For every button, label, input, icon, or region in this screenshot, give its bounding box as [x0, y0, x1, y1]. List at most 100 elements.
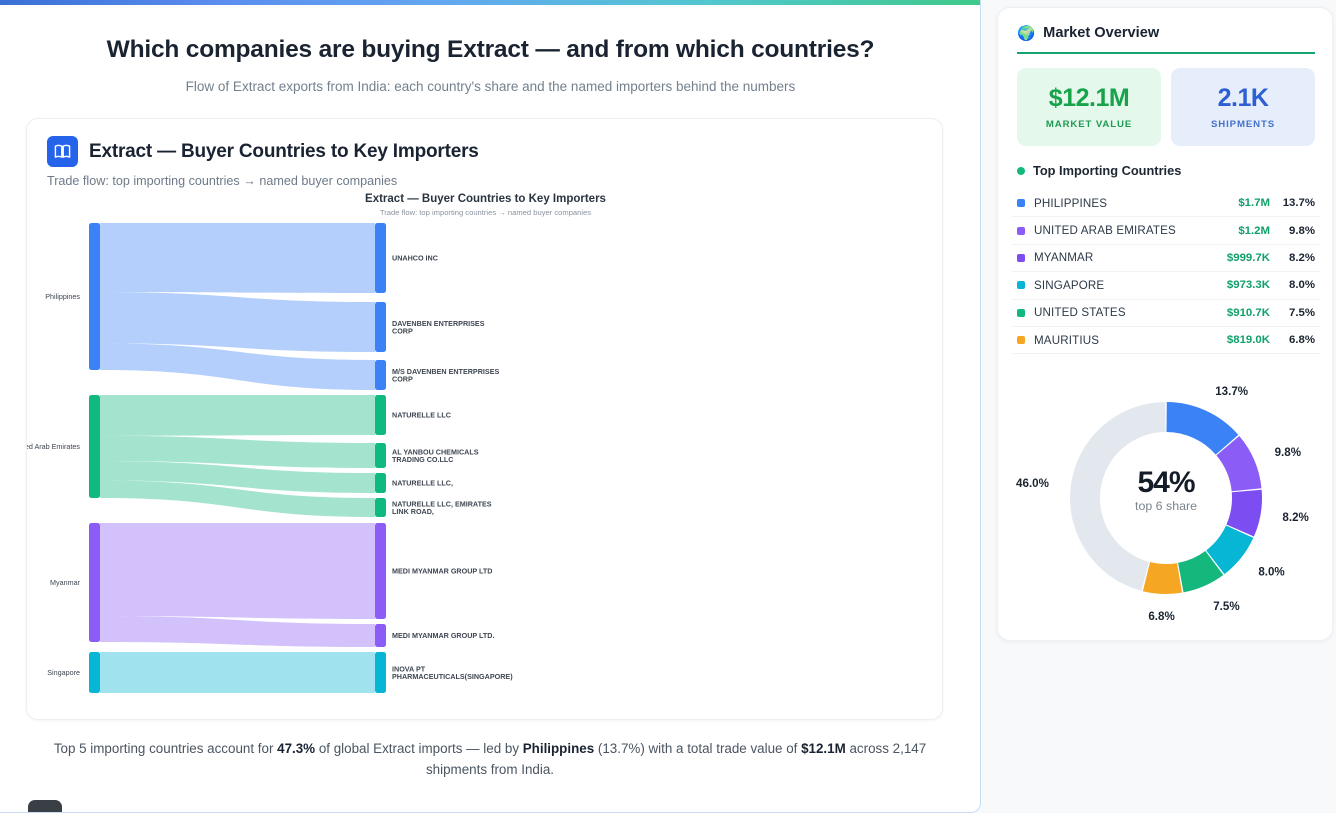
svg-text:CORP: CORP — [392, 326, 413, 335]
country-value: $1.2M — [1238, 224, 1270, 237]
country-name: MYANMAR — [1034, 251, 1094, 265]
svg-text:MEDI MYANMAR GROUP LTD: MEDI MYANMAR GROUP LTD — [392, 566, 493, 575]
donut-chart: 13.7% 9.8% 8.2% 8.0% 7.5% 6.8% 46.0% 54% top 6… — [1012, 366, 1320, 632]
country-percent: 8.0% — [1289, 279, 1315, 292]
country-color-swatch — [1017, 226, 1025, 235]
kpi-shipments-number: 2.1K — [1217, 84, 1269, 112]
svg-text:NATURELLE LLC, EMIRATES: NATURELLE LLC, EMIRATES — [392, 499, 492, 508]
caption-bold1: 47.3% — [277, 741, 316, 756]
donut-slice-label: 13.7% — [1215, 385, 1248, 398]
summary-caption: Top 5 importing countries account for 47… — [40, 738, 940, 780]
donut-slice-label: 7.5% — [1213, 600, 1239, 613]
svg-text:NATURELLE LLC,: NATURELLE LLC, — [392, 478, 453, 487]
svg-text:UNAHCO INC: UNAHCO INC — [392, 253, 438, 262]
country-name: UNITED ARAB EMIRATES — [1034, 224, 1176, 238]
country-color-swatch — [1017, 308, 1025, 317]
country-color-swatch — [1017, 336, 1025, 345]
svg-text:Philippines: Philippines — [45, 292, 80, 301]
accent-gradient-bar — [0, 0, 980, 5]
svg-text:LINK ROAD,: LINK ROAD, — [392, 507, 434, 516]
market-overview-panel: 🌍 Market Overview $12.1M MARKET VALUE 2.… — [997, 7, 1333, 641]
country-row[interactable]: MYANMAR $999.7K 8.2% — [1012, 245, 1320, 273]
svg-text:NATURELLE LLC: NATURELLE LLC — [392, 410, 451, 419]
sankey-svg: Philippines United Arab Emirates Myanmar Si… — [27, 223, 513, 693]
sidebar-header: 🌍 Market Overview — [1017, 24, 1159, 42]
country-value: $910.7K — [1226, 306, 1270, 319]
kpi-market-value-label: MARKET VALUE — [1045, 119, 1133, 130]
svg-text:AL YANBOU CHEMICALS: AL YANBOU CHEMICALS — [392, 447, 479, 456]
svg-text:CORP: CORP — [392, 374, 413, 383]
sankey-chart: Extract — Buyer Countries to Key Importe… — [27, 193, 944, 713]
donut-slice[interactable] — [1070, 402, 1166, 591]
sidebar-title: Market Overview — [1043, 25, 1160, 41]
main-panel: Which companies are buying Extract — and… — [0, 0, 981, 813]
kpi-tiles: $12.1M MARKET VALUE 2.1K SHIPMENTS — [1017, 68, 1315, 146]
bullet-dot-icon — [1017, 166, 1025, 175]
svg-text:DAVENBEN ENTERPRISES: DAVENBEN ENTERPRISES — [392, 319, 485, 328]
page-title: Which companies are buying Extract — and… — [106, 36, 875, 63]
country-row[interactable]: SINGAPORE $973.3K 8.0% — [1012, 272, 1320, 300]
donut-slice-label: 8.2% — [1282, 511, 1308, 524]
donut-slice[interactable] — [1226, 489, 1262, 537]
svg-text:Myanmar: Myanmar — [50, 578, 81, 587]
country-value: $999.7K — [1226, 251, 1270, 264]
country-percent: 6.8% — [1289, 334, 1315, 347]
country-color-swatch — [1017, 281, 1025, 290]
globe-icon: 🌍 — [1017, 26, 1036, 42]
chart-card: Extract — Buyer Countries to Key Importe… — [26, 118, 943, 720]
donut-slice[interactable] — [1166, 402, 1239, 455]
country-value: $973.3K — [1226, 279, 1270, 292]
svg-text:PHARMACEUTICALS(SINGAPORE): PHARMACEUTICALS(SINGAPORE) — [392, 672, 513, 681]
donut-slice[interactable] — [1178, 550, 1224, 593]
donut-slice-label: 6.8% — [1148, 610, 1174, 623]
caption-part2: of global Extract imports — led by — [315, 741, 523, 756]
country-percent: 13.7% — [1282, 197, 1315, 210]
chart-card-title: Extract — Buyer Countries to Key Importe… — [89, 140, 479, 162]
caption-part1: Top 5 importing countries account for — [53, 741, 278, 756]
kpi-shipments: 2.1K SHIPMENTS — [1171, 68, 1315, 146]
donut-slice[interactable] — [1206, 525, 1254, 575]
map-book-icon — [47, 136, 78, 167]
country-name: SINGAPORE — [1034, 278, 1105, 292]
country-percent: 7.5% — [1289, 306, 1315, 319]
country-name: PHILIPPINES — [1034, 196, 1108, 210]
caption-part3: (13.7%) with a total trade value of — [594, 741, 802, 756]
corner-indicator — [28, 800, 62, 812]
country-color-swatch — [1017, 253, 1025, 262]
sankey-title: Extract — Buyer Countries to Key Importe… — [365, 193, 606, 205]
country-row[interactable]: PHILIPPINES $1.7M 13.7% — [1012, 190, 1320, 218]
donut-slice-label: 46.0% — [1016, 477, 1049, 490]
country-list: PHILIPPINES $1.7M 13.7% UNITED ARAB EMIRATE… — [1012, 190, 1320, 355]
country-name: UNITED STATES — [1034, 306, 1126, 320]
kpi-market-value: $12.1M MARKET VALUE — [1017, 68, 1161, 146]
chart-card-subtitle: Trade flow: top importing countries → na… — [47, 174, 398, 188]
country-value: $819.0K — [1226, 334, 1270, 347]
donut-center-label: top 6 share — [1135, 499, 1197, 513]
kpi-shipments-label: SHIPMENTS — [1210, 119, 1276, 130]
country-row[interactable]: UNITED STATES $910.7K 7.5% — [1012, 300, 1320, 327]
svg-text:Singapore: Singapore — [47, 668, 80, 677]
kpi-market-value-number: $12.1M — [1048, 84, 1130, 112]
caption-bold3: $12.1M — [801, 741, 846, 756]
country-name: MAURITIUS — [1034, 333, 1100, 347]
country-percent: 9.8% — [1289, 224, 1315, 237]
svg-text:MEDI MYANMAR GROUP LTD.: MEDI MYANMAR GROUP LTD. — [392, 631, 495, 640]
donut-svg: 13.7% 9.8% 8.2% 8.0% 7.5% 6.8% 46.0% — [1016, 385, 1309, 623]
donut-slice-label: 8.0% — [1258, 565, 1284, 578]
page-subtitle: Flow of Extract exports from India: each… — [185, 79, 796, 94]
country-row[interactable]: UNITED ARAB EMIRATES $1.2M 9.8% — [1012, 217, 1320, 245]
header-divider — [1017, 52, 1315, 54]
country-value: $1.7M — [1238, 197, 1270, 210]
donut-slice[interactable] — [1142, 562, 1183, 594]
donut-slice[interactable] — [1216, 435, 1262, 492]
svg-text:TRADING CO.LLC: TRADING CO.LLC — [392, 455, 454, 464]
svg-text:United Arab Emirates: United Arab Emirates — [27, 442, 80, 451]
donut-center-value: 54% — [1137, 466, 1195, 499]
sankey-subtitle: Trade flow: top importing countries → na… — [379, 208, 592, 217]
country-list-title: Top Importing Countries — [1033, 163, 1182, 178]
svg-text:M/S DAVENBEN ENTERPRISES: M/S DAVENBEN ENTERPRISES — [392, 367, 500, 376]
caption-part4: across 2,147 shipments from India. — [425, 741, 927, 777]
country-row[interactable]: MAURITIUS $819.0K 6.8% — [1012, 327, 1320, 355]
caption-bold2: Philippines — [522, 741, 595, 756]
